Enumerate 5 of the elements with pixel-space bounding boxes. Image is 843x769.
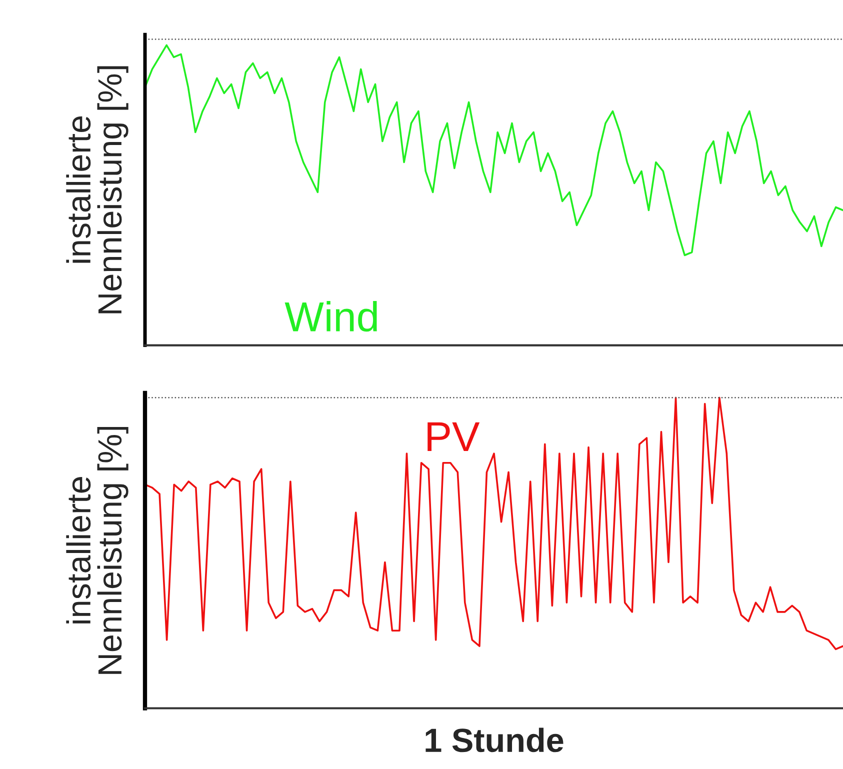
series-label: PV <box>428 422 480 452</box>
text: Wind <box>284 301 377 332</box>
y-axis-title: installierte Nennleistung [%] <box>66 66 128 314</box>
x-axis-title: 1 Stunde <box>426 728 564 752</box>
y-axis-title: installierte Nennleistung [%] <box>66 426 128 674</box>
